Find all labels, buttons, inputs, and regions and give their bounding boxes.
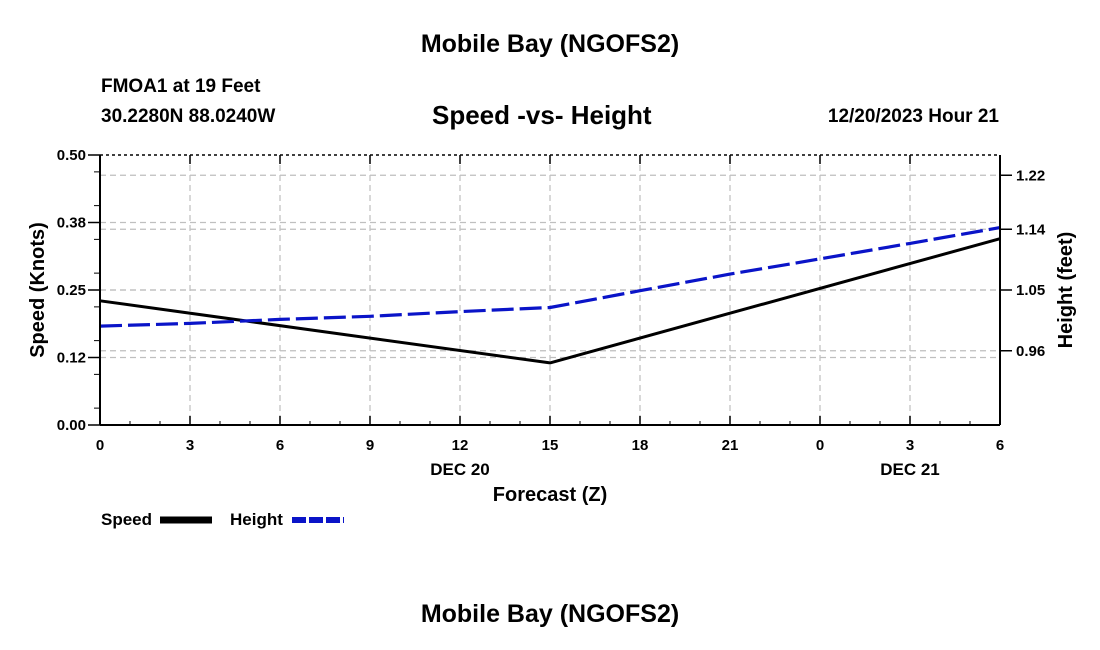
- y-tick-label-left: 0.50: [57, 147, 86, 164]
- chart-title: Speed -vs- Height: [432, 100, 652, 130]
- axes: [88, 154, 1012, 426]
- x-tick-label: 6: [276, 437, 284, 454]
- y-tick-label-left: 0.25: [57, 282, 86, 299]
- page-title: Mobile Bay (NGOFS2): [420, 30, 680, 58]
- legend-height-swatch: [292, 517, 344, 523]
- forecast-datetime: 12/20/2023 Hour 21: [827, 106, 999, 127]
- series-lines: [99, 226, 1001, 365]
- footer-title: Mobile Bay (NGOFS2): [420, 600, 680, 628]
- x-tick-label: 21: [722, 437, 739, 454]
- speed-height-chart: 0 3 6 9 12 15 18 21 0 3 6 DEC 20 DEC 21 Forecast (Z) 0…: [27, 147, 1077, 506]
- y-tick-label-right: 1.05: [1016, 282, 1045, 299]
- y-tick-label-right: 0.96: [1016, 343, 1045, 360]
- x-date-label: DEC 21: [880, 460, 940, 479]
- y-tick-label-left: 0.00: [57, 417, 86, 434]
- y-axis-title-left: Speed (Knots): [27, 222, 49, 358]
- x-date-label: DEC 20: [430, 460, 490, 479]
- x-tick-label: 9: [366, 437, 374, 454]
- x-tick-label: 12: [452, 437, 469, 454]
- station-coordinates: 30.2280N 88.0240W: [101, 106, 276, 127]
- station-label: FMOA1 at 19 Feet: [101, 76, 261, 97]
- y-tick-label-left: 0.38: [57, 215, 86, 232]
- grid-lines: [100, 155, 1000, 425]
- x-tick-label: 0: [96, 437, 104, 454]
- y-tick-label-right: 1.22: [1016, 167, 1045, 184]
- x-tick-label: 18: [632, 437, 649, 454]
- y-tick-label-right: 1.14: [1016, 221, 1046, 238]
- x-axis-title: Forecast (Z): [493, 484, 607, 506]
- y-tick-label-left: 0.12: [57, 350, 86, 367]
- legend-speed-swatch: [160, 516, 212, 524]
- x-tick-label: 3: [186, 437, 194, 454]
- axis-labels: 0 3 6 9 12 15 18 21 0 3 6 DEC 20 DEC 21 Forecast (Z) 0…: [27, 147, 1077, 506]
- legend-speed-label: Speed: [101, 510, 153, 529]
- x-tick-label: 6: [996, 437, 1004, 454]
- legend-height-label: Height: [230, 510, 283, 529]
- x-tick-label: 3: [906, 437, 914, 454]
- y-axis-title-right: Height (feet): [1055, 232, 1077, 349]
- x-tick-label: 0: [816, 437, 824, 454]
- x-tick-label: 15: [542, 437, 559, 454]
- series-line-height: [99, 226, 1001, 328]
